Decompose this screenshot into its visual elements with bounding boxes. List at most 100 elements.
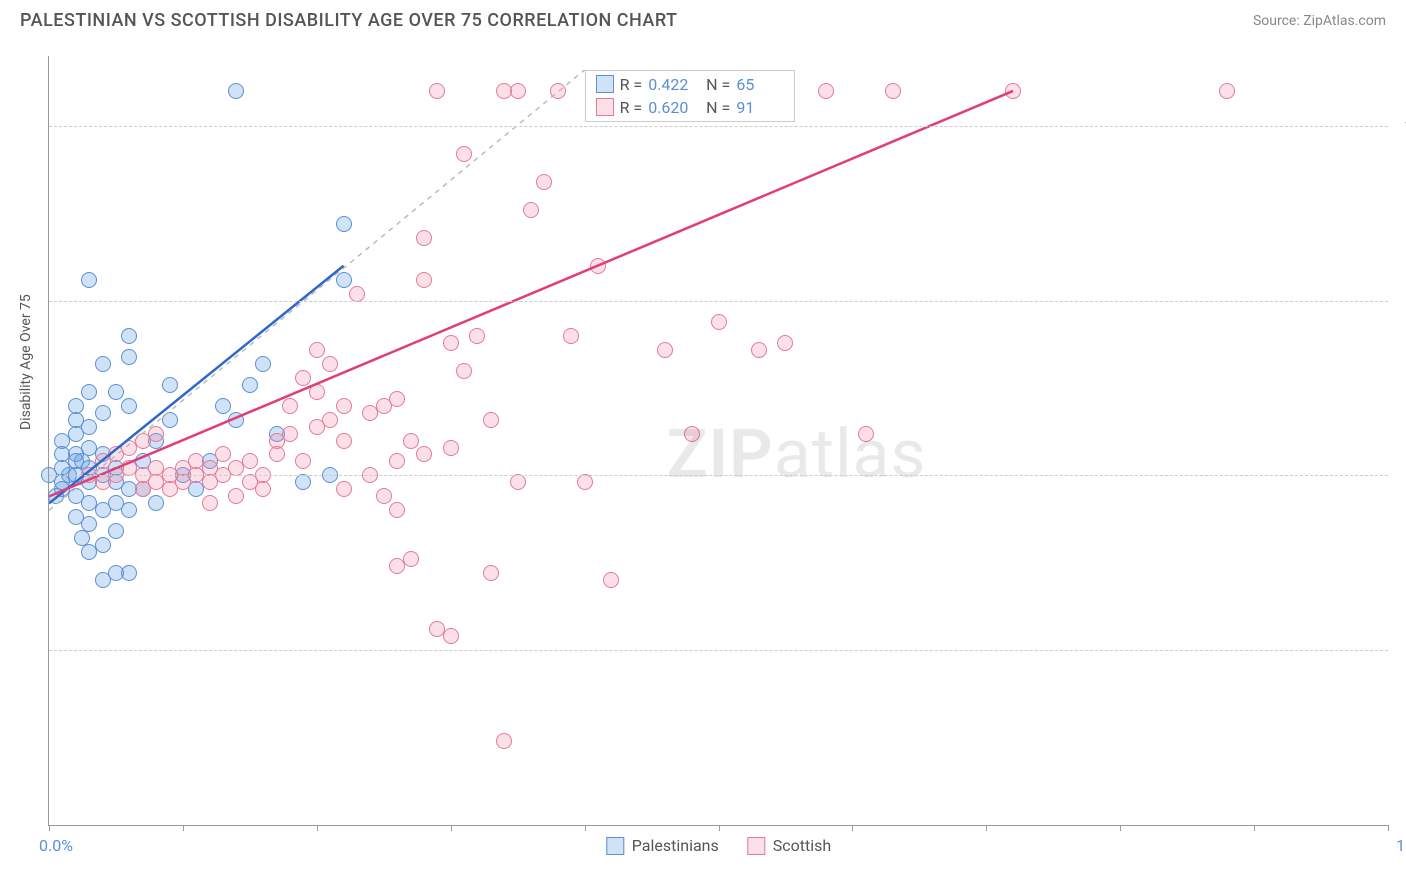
scatter-point xyxy=(108,523,124,539)
correlation-legend: R = 0.422 N = 65 R = 0.620 N = 91 xyxy=(585,70,796,122)
y-tick-label: 75.0% xyxy=(1396,291,1406,310)
scatter-point xyxy=(95,453,111,469)
grid-line xyxy=(49,650,1388,651)
grid-line xyxy=(49,475,1388,476)
scatter-point xyxy=(282,398,298,414)
scatter-point xyxy=(295,370,311,386)
x-tick-mark xyxy=(451,825,452,831)
scatter-point xyxy=(751,342,767,358)
y-tick-label: 100.0% xyxy=(1396,116,1406,135)
scatter-point xyxy=(362,405,378,421)
y-tick-label: 25.0% xyxy=(1396,641,1406,660)
scatter-point xyxy=(496,733,512,749)
legend-swatch-scottish xyxy=(747,837,765,855)
scatter-point xyxy=(858,426,874,442)
x-axis-end-label: 100.0% xyxy=(1396,836,1406,855)
x-tick-mark xyxy=(49,825,50,831)
y-axis-label: Disability Age Over 75 xyxy=(18,294,34,430)
scatter-point xyxy=(269,446,285,462)
scatter-point xyxy=(456,363,472,379)
r-value-palestinians: 0.422 xyxy=(648,75,696,94)
scatter-point xyxy=(550,83,566,99)
scatter-point xyxy=(215,446,231,462)
page-title: PALESTINIAN VS SCOTTISH DISABILITY AGE O… xyxy=(20,10,678,31)
scatter-point xyxy=(496,83,512,99)
scatter-point xyxy=(295,453,311,469)
scatter-point xyxy=(228,412,244,428)
grid-line xyxy=(49,301,1388,302)
scatter-point xyxy=(349,286,365,302)
scatter-point xyxy=(228,83,244,99)
r-value-scottish: 0.620 xyxy=(648,98,696,117)
scatter-point xyxy=(242,474,258,490)
scatter-point xyxy=(135,481,151,497)
scatter-point xyxy=(95,572,111,588)
scatter-point xyxy=(81,544,97,560)
scatter-point xyxy=(818,83,834,99)
x-tick-mark xyxy=(852,825,853,831)
legend-swatch-palestinians xyxy=(596,75,614,93)
scatter-point xyxy=(777,335,793,351)
scatter-point xyxy=(255,356,271,372)
scatter-point xyxy=(711,314,727,330)
x-tick-mark xyxy=(183,825,184,831)
r-label: R = xyxy=(620,98,643,117)
scatter-point xyxy=(215,398,231,414)
x-tick-mark xyxy=(317,825,318,831)
n-label: N = xyxy=(702,75,730,94)
scatter-point xyxy=(81,272,97,288)
watermark: ZIPatlas xyxy=(666,414,926,494)
scatter-point xyxy=(322,356,338,372)
x-tick-mark xyxy=(719,825,720,831)
legend-label-scottish: Scottish xyxy=(773,836,831,855)
scatter-point xyxy=(309,342,325,358)
scatter-point xyxy=(336,216,352,232)
scatter-point xyxy=(336,481,352,497)
legend-item-palestinians: Palestinians xyxy=(606,836,719,855)
scatter-point xyxy=(416,272,432,288)
scatter-point xyxy=(162,412,178,428)
scatter-point xyxy=(1005,83,1021,99)
scatter-point xyxy=(469,328,485,344)
regression-lines-layer xyxy=(49,56,1388,825)
scatter-point xyxy=(536,174,552,190)
scatter-point xyxy=(228,488,244,504)
scatter-point xyxy=(95,405,111,421)
x-tick-mark xyxy=(585,825,586,831)
series-legend: Palestinians Scottish xyxy=(606,836,831,855)
scatter-point xyxy=(121,328,137,344)
scatter-point xyxy=(443,440,459,456)
scatter-point xyxy=(456,146,472,162)
scatter-point xyxy=(684,426,700,442)
scatter-point xyxy=(389,453,405,469)
legend-swatch-scottish xyxy=(596,98,614,116)
scatter-point xyxy=(577,474,593,490)
scatter-point xyxy=(108,495,124,511)
x-tick-mark xyxy=(986,825,987,831)
scatter-point xyxy=(563,328,579,344)
grid-line xyxy=(49,126,1388,127)
x-tick-mark xyxy=(1388,825,1389,831)
x-tick-mark xyxy=(1254,825,1255,831)
n-label: N = xyxy=(702,98,730,117)
y-tick-label: 50.0% xyxy=(1396,466,1406,485)
scatter-point xyxy=(429,83,445,99)
scatter-point xyxy=(74,530,90,546)
scatter-point xyxy=(108,384,124,400)
scatter-point xyxy=(242,377,258,393)
chart-plot-area: ZIPatlas R = 0.422 N = 65 R = 0.620 N = … xyxy=(48,56,1388,826)
watermark-zip: ZIP xyxy=(666,414,773,494)
scatter-point xyxy=(309,419,325,435)
scatter-point xyxy=(389,558,405,574)
scatter-point xyxy=(81,384,97,400)
scatter-point xyxy=(95,356,111,372)
scatter-point xyxy=(148,495,164,511)
scatter-point xyxy=(1219,83,1235,99)
scatter-point xyxy=(336,272,352,288)
legend-label-palestinians: Palestinians xyxy=(632,836,719,855)
scatter-point xyxy=(603,572,619,588)
scatter-point xyxy=(590,258,606,274)
scatter-point xyxy=(121,349,137,365)
legend-item-scottish: Scottish xyxy=(747,836,831,855)
scatter-point xyxy=(121,398,137,414)
